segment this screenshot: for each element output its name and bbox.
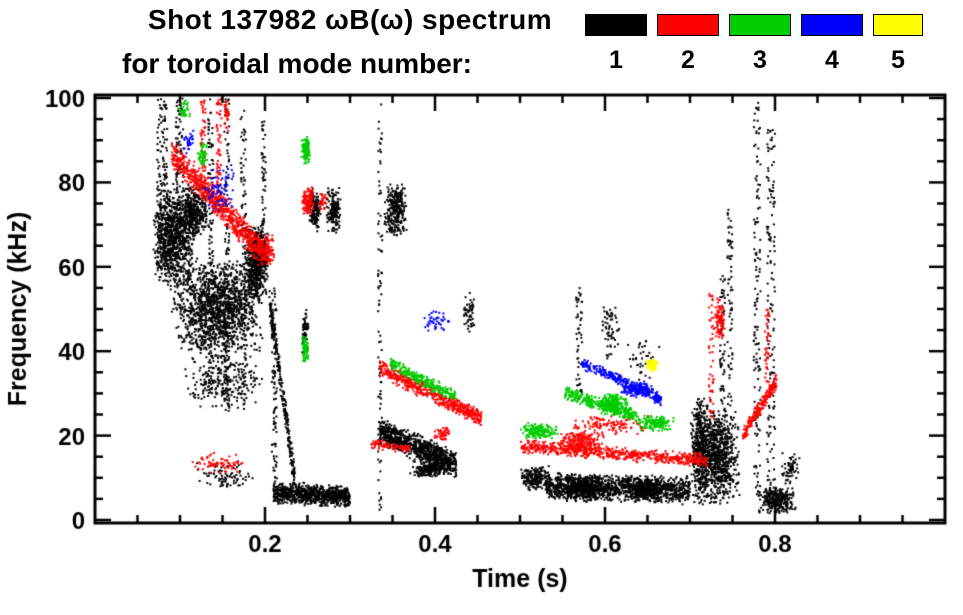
legend-item: 5 bbox=[873, 14, 923, 75]
legend-item: 3 bbox=[729, 14, 791, 75]
legend-label: 1 bbox=[609, 46, 623, 74]
legend-color-swatch bbox=[585, 14, 647, 36]
legend-color-swatch bbox=[873, 14, 923, 36]
chart-subtitle: for toroidal mode number: bbox=[122, 48, 472, 79]
legend-label: 4 bbox=[825, 46, 839, 74]
legend-item: 1 bbox=[585, 14, 647, 75]
legend-label: 3 bbox=[753, 46, 767, 74]
legend: 1 2 3 4 5 bbox=[585, 14, 923, 75]
legend-color-swatch bbox=[801, 14, 863, 36]
chart-title: Shot 137982 ωB(ω) spectrum bbox=[147, 4, 553, 35]
legend-color-swatch bbox=[657, 14, 719, 36]
legend-label: 2 bbox=[681, 46, 695, 74]
legend-item: 2 bbox=[657, 14, 719, 75]
legend-color-swatch bbox=[729, 14, 791, 36]
legend-label: 5 bbox=[891, 46, 905, 74]
legend-item: 4 bbox=[801, 14, 863, 75]
